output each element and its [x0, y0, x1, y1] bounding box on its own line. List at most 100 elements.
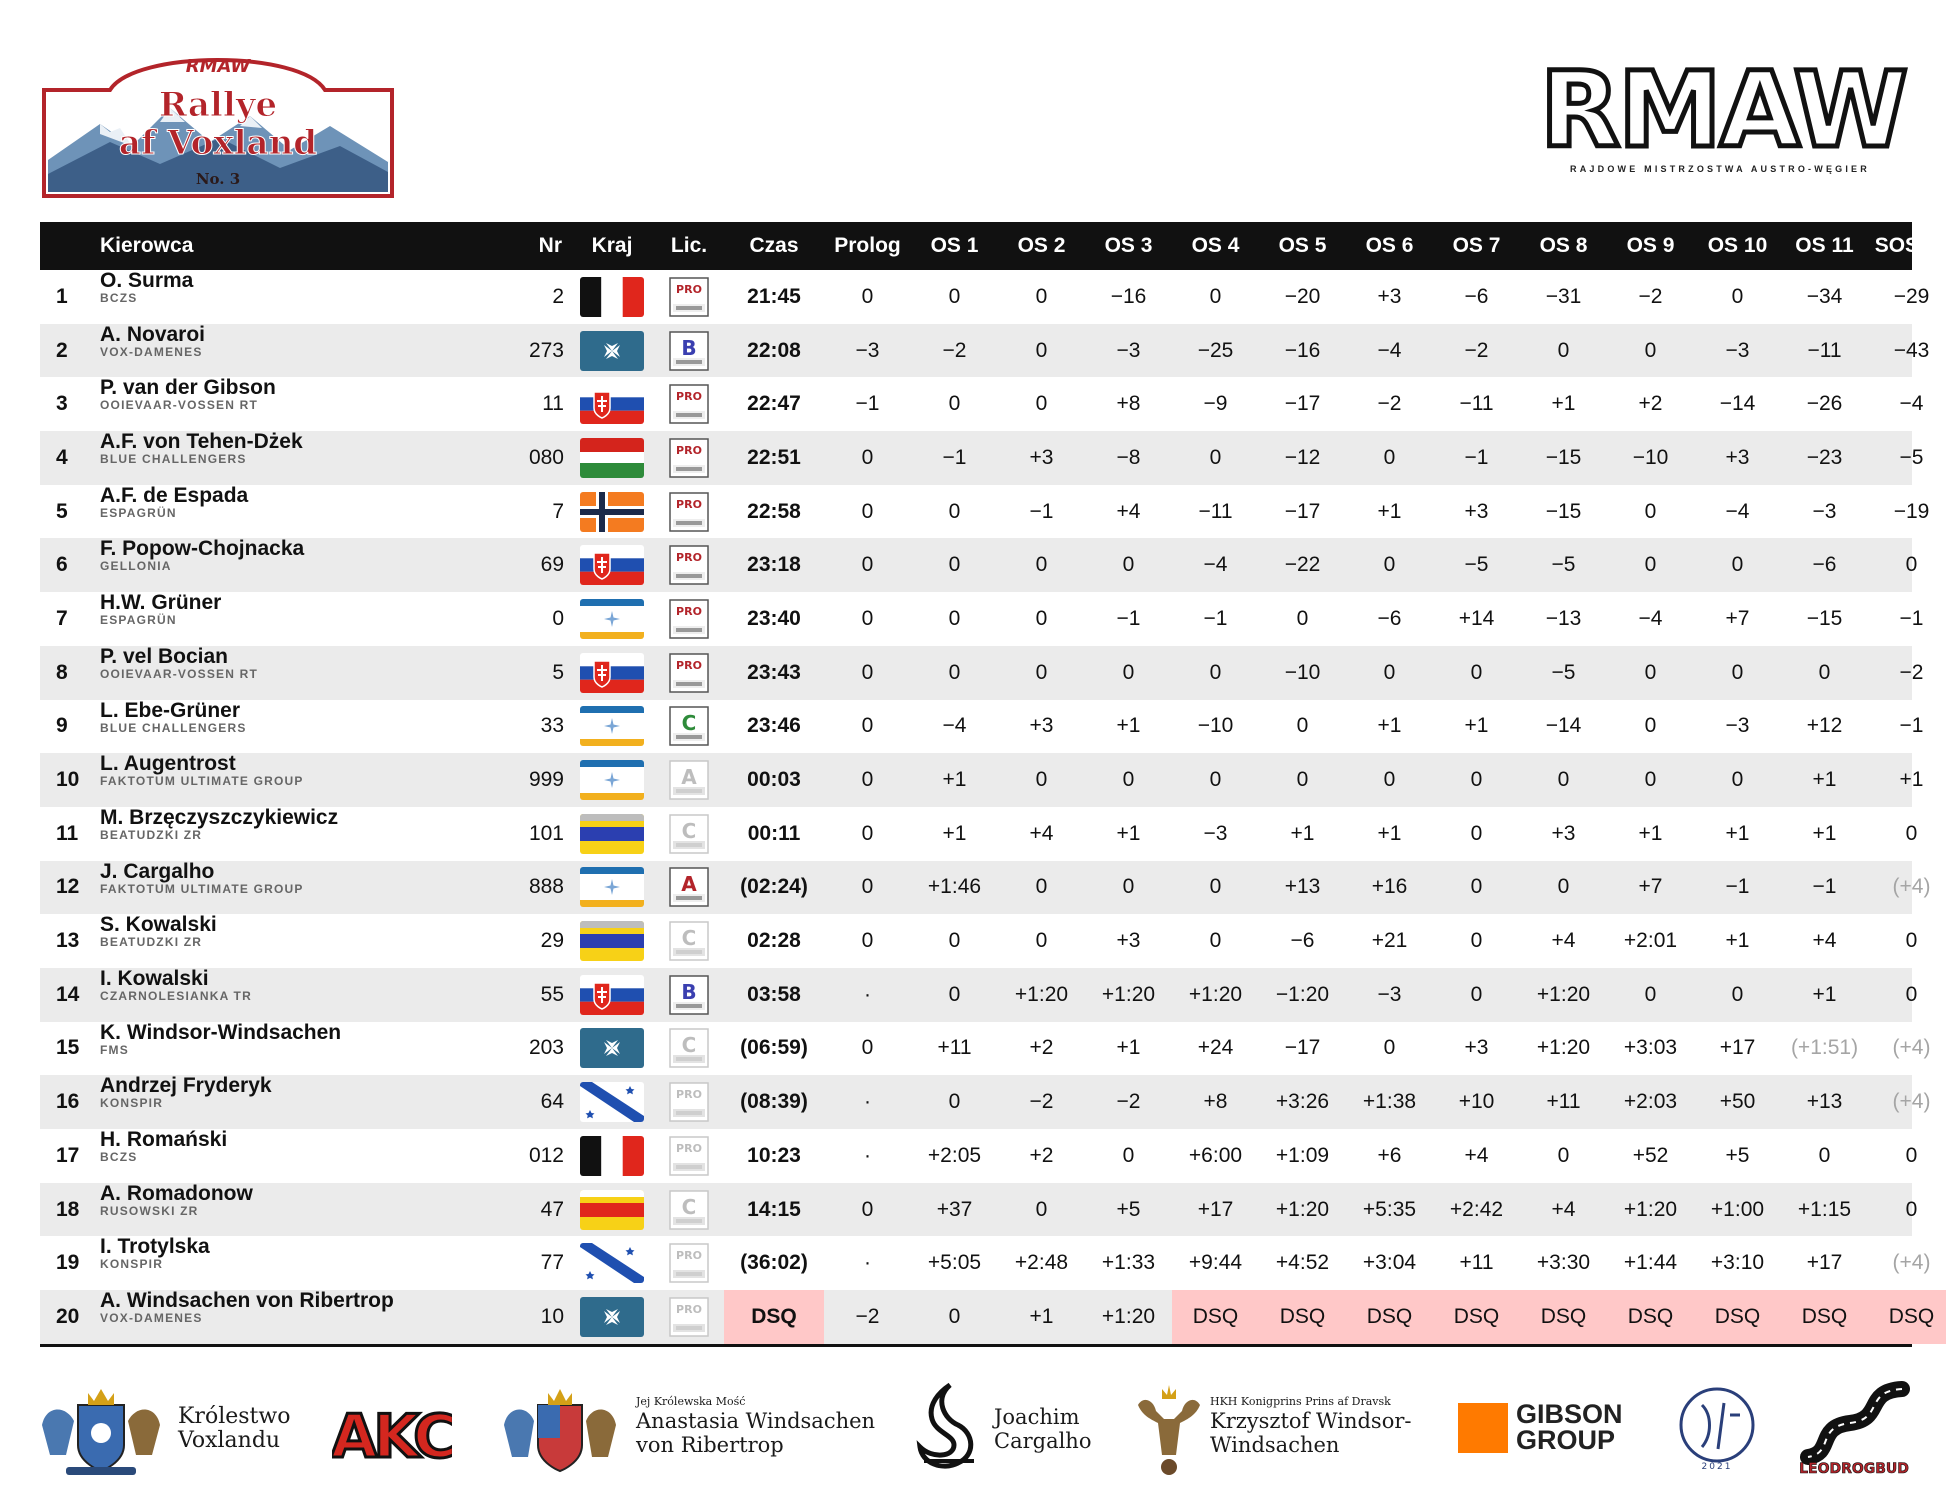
row-stage-value: 0 — [1470, 929, 1483, 953]
row-driver: A. Novaroi VOX-DAMENES — [88, 324, 468, 378]
country-flag-icon — [570, 1075, 654, 1129]
driver-team: RUSOWSKI ZR — [100, 1203, 199, 1218]
table-row: 6 F. Popow-Chojnacka GELLONIA 69 PRO 23:… — [40, 538, 1917, 593]
row-stage-value: −2 — [1638, 284, 1663, 308]
row-stage-value: 0 — [1644, 660, 1657, 684]
driver-team: GELLONIA — [100, 559, 172, 574]
row-stage-value: +7 — [1725, 606, 1750, 630]
row-stage-value: +11 — [937, 1036, 972, 1060]
row-stage-value: −1 — [855, 392, 880, 416]
row-stage-value: 0 — [948, 660, 961, 684]
row-stage-value: −16 — [1284, 338, 1321, 362]
row-stage-value: −5 — [1899, 445, 1924, 469]
row-stage-value: −20 — [1284, 284, 1321, 308]
license-badge-icon: PRO — [654, 377, 724, 431]
driver-team: BLUE CHALLENGERS — [100, 720, 247, 735]
table-row: 11 M. Brzęczyszczykiewicz BEATUDZKI ZR 1… — [40, 807, 1917, 861]
sponsor-anastasia-line2: von Ribertrop — [636, 1433, 784, 1457]
row-driver: P. van der Gibson OOIEVAAR-VOSSEN RT — [88, 377, 468, 431]
row-stage-value: +3:26 — [1275, 1090, 1330, 1114]
row-driver: M. Brzęczyszczykiewicz BEATUDZKI ZR — [88, 807, 468, 861]
row-time: 00:11 — [747, 821, 801, 845]
driver-team: KONSPIR — [100, 1257, 164, 1272]
driver-team: FAKTOTUM ULTIMATE GROUP — [100, 881, 304, 896]
table-row: 5 A.F. de Espada ESPAGRÜN 7 PRO 22:58 0 0 −… — [40, 485, 1929, 539]
driver-name: O. Surma — [100, 269, 194, 292]
row-stage-value: 0 — [1209, 929, 1222, 953]
row-stage-value: 0 — [948, 929, 961, 953]
row-stage-value: 0 — [1557, 768, 1570, 792]
row-stage-value: 0 — [1383, 660, 1396, 684]
results-table: Kierowca Nr Kraj Lic. Czas Prolog OS 1 OS … — [40, 222, 1946, 1347]
row-stage-value: · — [864, 982, 871, 1006]
fox-logo-icon — [914, 1375, 984, 1485]
row-stage-value: 0 — [861, 445, 874, 469]
driver-team: BEATUDZKI ZR — [100, 827, 203, 842]
row-stage-value: DSQ — [1694, 1290, 1781, 1344]
row-stage-value: +13 — [1284, 875, 1321, 899]
row-stage-value: −1 — [1812, 875, 1837, 899]
table-row: 15 K. Windsor-Windsachen FMS 203 C (06:5… — [40, 1022, 1930, 1076]
row-stage-value: +1 — [1290, 821, 1315, 845]
leodrogbud-text: LEODROGBUD — [1799, 1461, 1909, 1477]
row-stage-value: 0 — [861, 1036, 874, 1060]
row-stage-value: 0 — [948, 606, 961, 630]
driver-name: I. Trotylska — [100, 1235, 210, 1259]
row-stage-value: 0 — [1470, 982, 1483, 1006]
row-driver: O. Surma BCZS — [88, 270, 468, 324]
gibson-line1: GIBSON — [1516, 1399, 1623, 1429]
row-number: 080 — [528, 445, 564, 469]
row-stage-value: 0 — [861, 714, 874, 738]
row-stage-value: +3:04 — [1362, 1251, 1417, 1275]
driver-name: A. Romadonow — [100, 1181, 253, 1205]
row-stage-value: −5 — [1551, 660, 1576, 684]
header-stage: SOS 12 — [1874, 234, 1946, 257]
row-driver: Andrzej Fryderyk KONSPIR — [88, 1075, 468, 1129]
rally-logo-number: No. 3 — [196, 170, 240, 188]
row-stage-value: −23 — [1806, 445, 1843, 469]
leodrogbud-logo: LEODROGBUD — [1794, 1375, 1914, 1485]
row-stage-value: +4 — [1029, 821, 1054, 845]
row-stage-value: 0 — [1035, 929, 1048, 953]
gibson-group-logo: GIBSON GROUP — [1458, 1375, 1658, 1485]
row-stage-value: +4 — [1464, 1143, 1489, 1167]
row-stage-value: −2 — [942, 338, 967, 362]
row-stage-value: 0 — [1470, 821, 1483, 845]
row-stage-value: +3 — [1464, 1036, 1489, 1060]
row-stage-value: −12 — [1284, 445, 1321, 469]
sponsor-joachim-line2: Cargalho — [994, 1429, 1092, 1453]
row-stage-value: · — [864, 1090, 871, 1114]
row-stage-value: +2:42 — [1449, 1197, 1504, 1221]
license-badge-icon: PRO — [654, 1075, 724, 1129]
row-stage-value: −5 — [1464, 553, 1489, 577]
row-stage-value: 0 — [1818, 660, 1831, 684]
row-stage-value: −6 — [1812, 553, 1837, 577]
row-stage-value: +4 — [1812, 929, 1837, 953]
table-row: 9 L. Ebe-Grüner BLUE CHALLENGERS 33 C 23… — [40, 700, 1923, 754]
row-stage-value: +11 — [1459, 1251, 1494, 1275]
row-time: 23:18 — [747, 553, 801, 577]
row-time: 23:40 — [747, 606, 801, 630]
row-position: 4 — [56, 445, 68, 469]
row-number: 29 — [540, 929, 564, 953]
driver-team: ESPAGRÜN — [100, 505, 177, 520]
sponsor-krzysztof-line1: Krzysztof Windsor- — [1210, 1409, 1412, 1433]
row-stage-value: −4 — [1899, 392, 1924, 416]
row-stage-value: 0 — [1122, 875, 1135, 899]
row-time: 02:28 — [747, 929, 801, 953]
row-position: 7 — [56, 606, 68, 630]
country-flag-icon — [570, 1290, 654, 1344]
row-stage-value: +17 — [1719, 1036, 1756, 1060]
row-driver: J. Cargalho FAKTOTUM ULTIMATE GROUP — [88, 861, 468, 915]
row-stage-value: (+4) — [1892, 1090, 1931, 1114]
svg-text:C: C — [682, 1033, 697, 1057]
row-stage-value: +1 — [1464, 714, 1489, 738]
country-flag-icon — [570, 968, 654, 1022]
row-stage-value: +5 — [1725, 1143, 1750, 1167]
rally-logo-line2: af Voxland — [119, 123, 317, 163]
row-time: 10:23 — [747, 1143, 801, 1167]
table-row: 8 P. vel Bocian OOIEVAAR-VOSSEN RT 5 PRO… — [40, 645, 1923, 700]
row-stage-value: −22 — [1284, 553, 1321, 577]
license-badge-icon: PRO — [654, 1236, 724, 1290]
row-stage-value: −4 — [1725, 499, 1750, 523]
